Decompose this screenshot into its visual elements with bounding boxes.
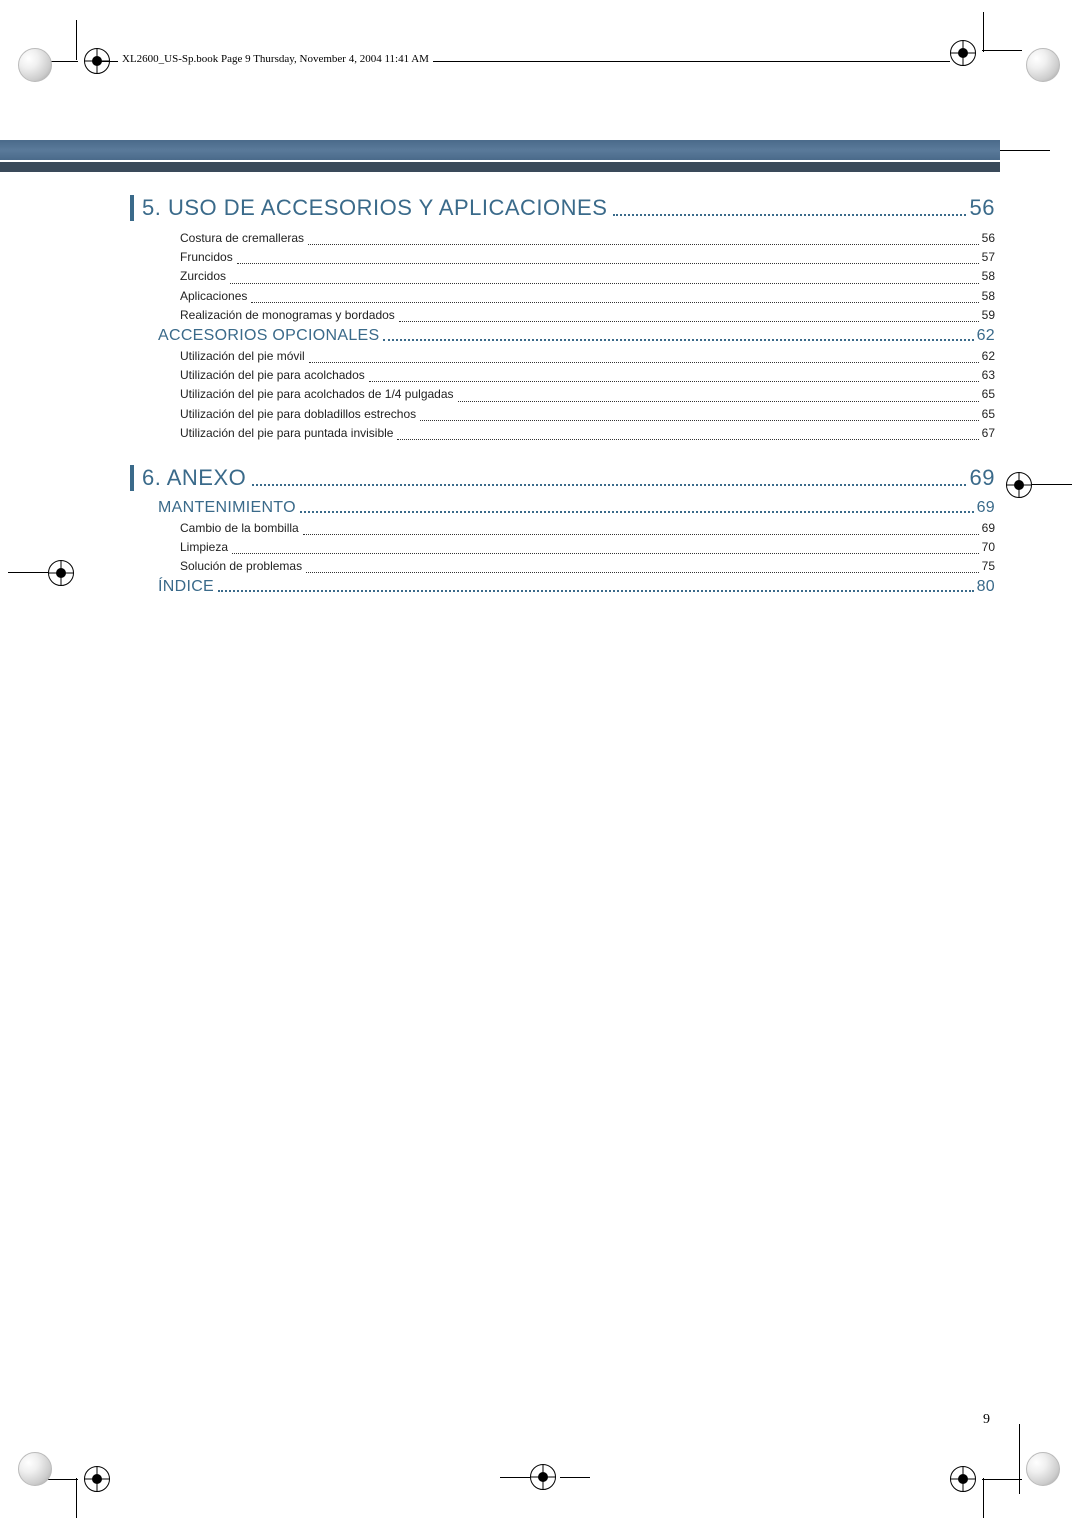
toc-entry: Utilización del pie para puntada invisib… [180, 424, 995, 443]
reg-mark-bot-right [950, 1466, 976, 1492]
header-bar-primary [0, 140, 1000, 160]
color-mark-icon [18, 1452, 52, 1486]
crop-line [983, 1478, 984, 1518]
entry-page: 65 [982, 405, 995, 424]
entry-label: Fruncidos [180, 248, 233, 267]
leader-dots [308, 244, 979, 245]
section-label: 6. ANEXO [142, 465, 246, 491]
subsection-page: 69 [977, 499, 995, 517]
leader-dots [309, 362, 979, 363]
reg-mark-bot-center [530, 1464, 556, 1490]
toc-entry: Utilización del pie para acolchados de 1… [180, 385, 995, 404]
toc-section-title: 6. ANEXO 69 [130, 465, 995, 491]
crop-line [1019, 1424, 1020, 1494]
toc-entry: Utilización del pie para dobladillos est… [180, 405, 995, 424]
toc-entry: Aplicaciones 58 [180, 287, 995, 306]
reg-mark-mid-left [48, 560, 74, 586]
crop-line [982, 1479, 1022, 1480]
toc-entry: Cambio de la bombilla 69 [180, 519, 995, 538]
toc-entry: Realización de monogramas y bordados 59 [180, 306, 995, 325]
subsection-label: ACCESORIOS OPCIONALES [158, 327, 379, 345]
crop-line [76, 20, 77, 60]
leader-dots [300, 511, 974, 513]
entry-label: Aplicaciones [180, 287, 247, 306]
leader-dots [303, 534, 979, 535]
entry-page: 58 [982, 267, 995, 286]
entry-page: 67 [982, 424, 995, 443]
crop-line [76, 1478, 77, 1518]
entry-page: 69 [982, 519, 995, 538]
reg-mark-mid-right [1006, 472, 1032, 498]
entry-page: 58 [982, 287, 995, 306]
crop-line [1000, 150, 1050, 151]
entry-page: 65 [982, 385, 995, 404]
subsection-label: MANTENIMIENTO [158, 499, 296, 517]
entry-page: 62 [982, 347, 995, 366]
toc-subsection-title: MANTENIMIENTO 69 [158, 499, 995, 517]
section-label: 5. USO DE ACCESORIOS Y APLICACIONES [142, 195, 607, 221]
toc-subsection-title: ACCESORIOS OPCIONALES 62 [158, 327, 995, 345]
entry-label: Zurcidos [180, 267, 226, 286]
crop-line [982, 50, 1022, 51]
leader-dots [230, 283, 979, 284]
entry-page: 56 [982, 229, 995, 248]
entry-label: Utilización del pie móvil [180, 347, 305, 366]
leader-dots [306, 572, 979, 573]
toc-content: 5. USO DE ACCESORIOS Y APLICACIONES56Cos… [130, 195, 995, 598]
leader-dots [420, 420, 979, 421]
entry-label: Costura de cremalleras [180, 229, 304, 248]
entry-label: Utilización del pie para acolchados de 1… [180, 385, 454, 404]
header-doc-info: XL2600_US-Sp.book Page 9 Thursday, Novem… [118, 53, 433, 65]
entry-label: Utilización del pie para puntada invisib… [180, 424, 393, 443]
subsection-label: ÍNDICE [158, 578, 214, 596]
leader-dots [251, 302, 978, 303]
color-mark-icon [18, 48, 52, 82]
crop-line [983, 12, 984, 52]
toc-entry: Zurcidos 58 [180, 267, 995, 286]
subsection-page: 62 [977, 327, 995, 345]
leader-dots [613, 214, 965, 216]
header-bar-secondary [0, 162, 1000, 172]
section-page: 69 [970, 465, 995, 491]
leader-dots [397, 439, 978, 440]
entry-label: Realización de monogramas y bordados [180, 306, 395, 325]
subsection-page: 80 [977, 578, 995, 596]
leader-dots [369, 381, 979, 382]
crop-line [560, 1477, 590, 1478]
entry-page: 75 [982, 557, 995, 576]
section-page: 56 [970, 195, 995, 221]
leader-dots [218, 590, 974, 592]
toc-subsection-title: ÍNDICE 80 [158, 578, 995, 596]
crop-line [1032, 484, 1072, 485]
reg-mark-bot-left [84, 1466, 110, 1492]
toc-entry: Utilización del pie para acolchados 63 [180, 366, 995, 385]
entry-page: 70 [982, 538, 995, 557]
entry-label: Limpieza [180, 538, 228, 557]
toc-entry: Utilización del pie móvil 62 [180, 347, 995, 366]
color-mark-icon [1026, 1452, 1060, 1486]
entry-page: 63 [982, 366, 995, 385]
entry-label: Solución de problemas [180, 557, 302, 576]
entry-label: Utilización del pie para acolchados [180, 366, 365, 385]
toc-entry: Fruncidos 57 [180, 248, 995, 267]
leader-dots [232, 553, 979, 554]
toc-entry: Costura de cremalleras 56 [180, 229, 995, 248]
leader-dots [237, 263, 979, 264]
toc-entry: Limpieza 70 [180, 538, 995, 557]
leader-dots [458, 401, 979, 402]
entry-page: 57 [982, 248, 995, 267]
color-mark-icon [1026, 48, 1060, 82]
toc-entry: Solución de problemas 75 [180, 557, 995, 576]
toc-section-title: 5. USO DE ACCESORIOS Y APLICACIONES 56 [130, 195, 995, 221]
reg-mark-top-right [950, 40, 976, 66]
leader-dots [399, 321, 979, 322]
page-number: 9 [983, 1412, 990, 1428]
entry-page: 59 [982, 306, 995, 325]
entry-label: Utilización del pie para dobladillos est… [180, 405, 416, 424]
crop-line [8, 572, 48, 573]
leader-dots [252, 484, 965, 486]
crop-line [500, 1477, 530, 1478]
entry-label: Cambio de la bombilla [180, 519, 299, 538]
leader-dots [383, 339, 973, 341]
